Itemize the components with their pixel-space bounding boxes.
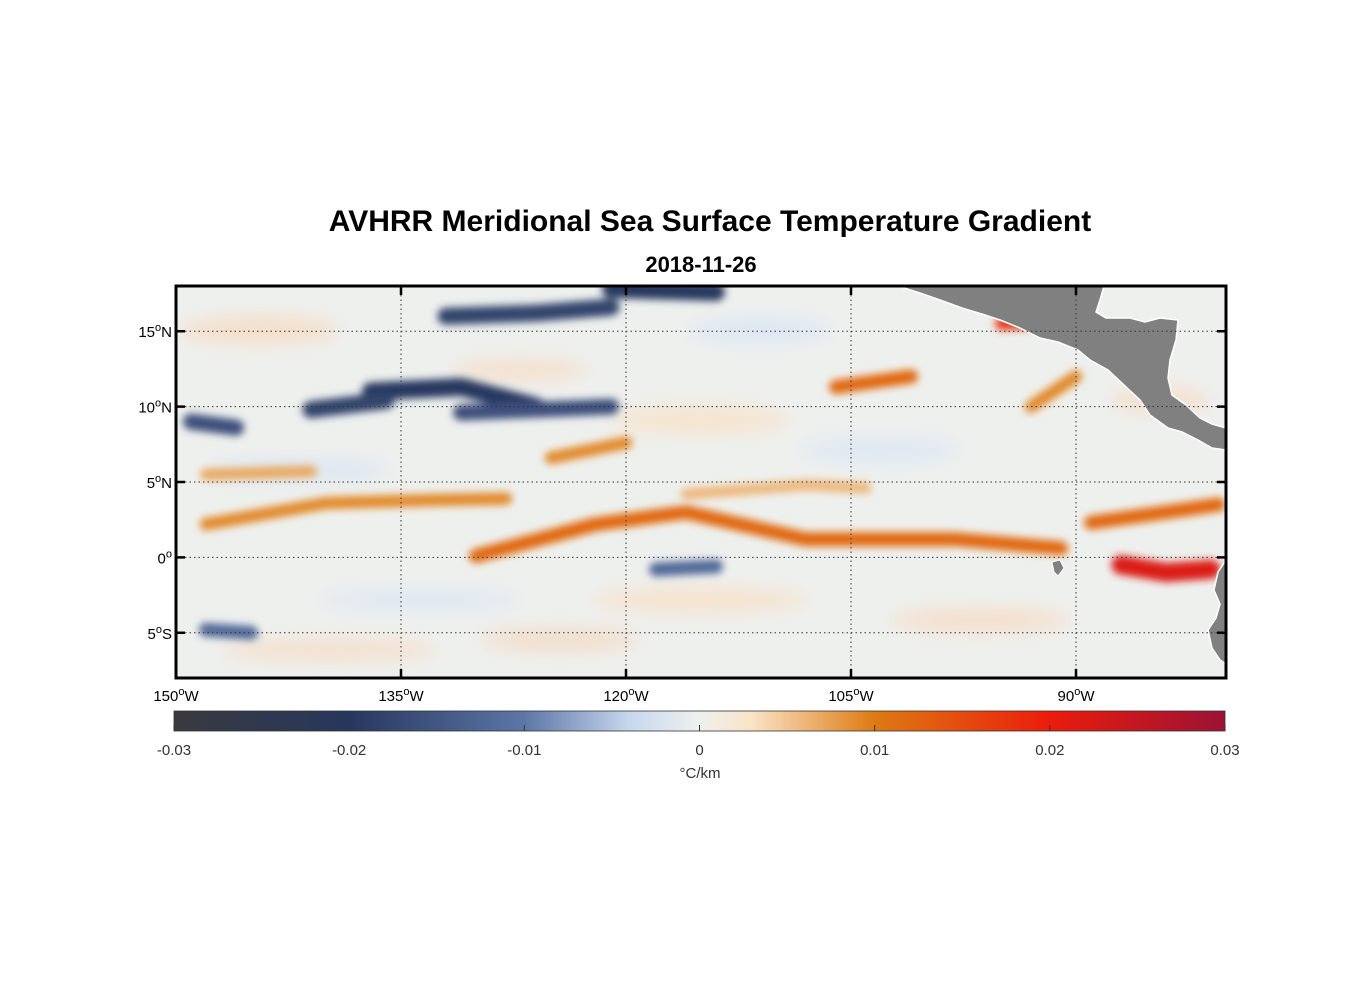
lat-tick-label: 5oS <box>148 624 172 643</box>
south-america-landmass <box>1207 558 1226 665</box>
positive-gradient-band-2 <box>680 479 872 500</box>
positive-gradient-band-3 <box>544 436 633 465</box>
colorbar: -0.03 -0.02 -0.01 0 0.01 0.02 0.03 °C/km <box>157 710 1240 782</box>
lat-tick-label: 5oN <box>147 473 172 492</box>
positive-gradient-band-0 <box>469 505 1068 563</box>
colorbar-tick-label: 0 <box>695 742 703 759</box>
lon-tick-label: 90oW <box>1058 686 1096 705</box>
negative-gradient-band-9 <box>437 298 620 325</box>
map-frame <box>174 284 1228 680</box>
negative-gradient-band-15 <box>649 559 723 577</box>
colorbar-tick-label: 0.02 <box>1035 742 1064 759</box>
colorbar-tick-label: 0.03 <box>1210 742 1239 759</box>
negative-gradient-band-13 <box>453 398 619 421</box>
positive-gradient-band-17 <box>1024 370 1083 413</box>
colorbar-tick-label: -0.01 <box>507 742 541 759</box>
background-mottling <box>180 316 1210 660</box>
positive-gradient-band-1 <box>199 492 513 531</box>
map-plot-area <box>174 284 1228 680</box>
galapagos-island <box>1051 559 1065 577</box>
lon-tick-label: 120oW <box>603 686 649 705</box>
lat-tick-label: 0o <box>158 548 172 567</box>
central-america-landmass <box>897 286 1226 451</box>
chart-subtitle: 2018-11-26 <box>645 252 757 277</box>
positive-gradient-band-6 <box>1084 497 1226 530</box>
lat-tick-label: 15oN <box>138 322 172 341</box>
positive-gradient-band-5 <box>1111 555 1221 582</box>
positive-gradient-band-16 <box>200 465 317 481</box>
colorbar-tick-label: -0.02 <box>332 742 366 759</box>
lon-tick-label: 105oW <box>828 686 874 705</box>
negative-gradient-band-11 <box>302 392 395 419</box>
negative-gradient-band-10 <box>602 286 725 301</box>
colorbar-tick-label: 0.01 <box>860 742 889 759</box>
chart-title: AVHRR Meridional Sea Surface Temperature… <box>328 205 1092 238</box>
negative-gradient-band-12 <box>183 413 244 436</box>
colorbar-tick-label: -0.03 <box>157 742 191 759</box>
lon-tick-label: 135oW <box>378 686 424 705</box>
lon-tick-label: 150oW <box>153 686 199 705</box>
lat-tick-label: 10oN <box>138 398 172 417</box>
colorbar-unit-label: °C/km <box>680 765 721 782</box>
positive-gradient-band-4 <box>829 369 918 394</box>
